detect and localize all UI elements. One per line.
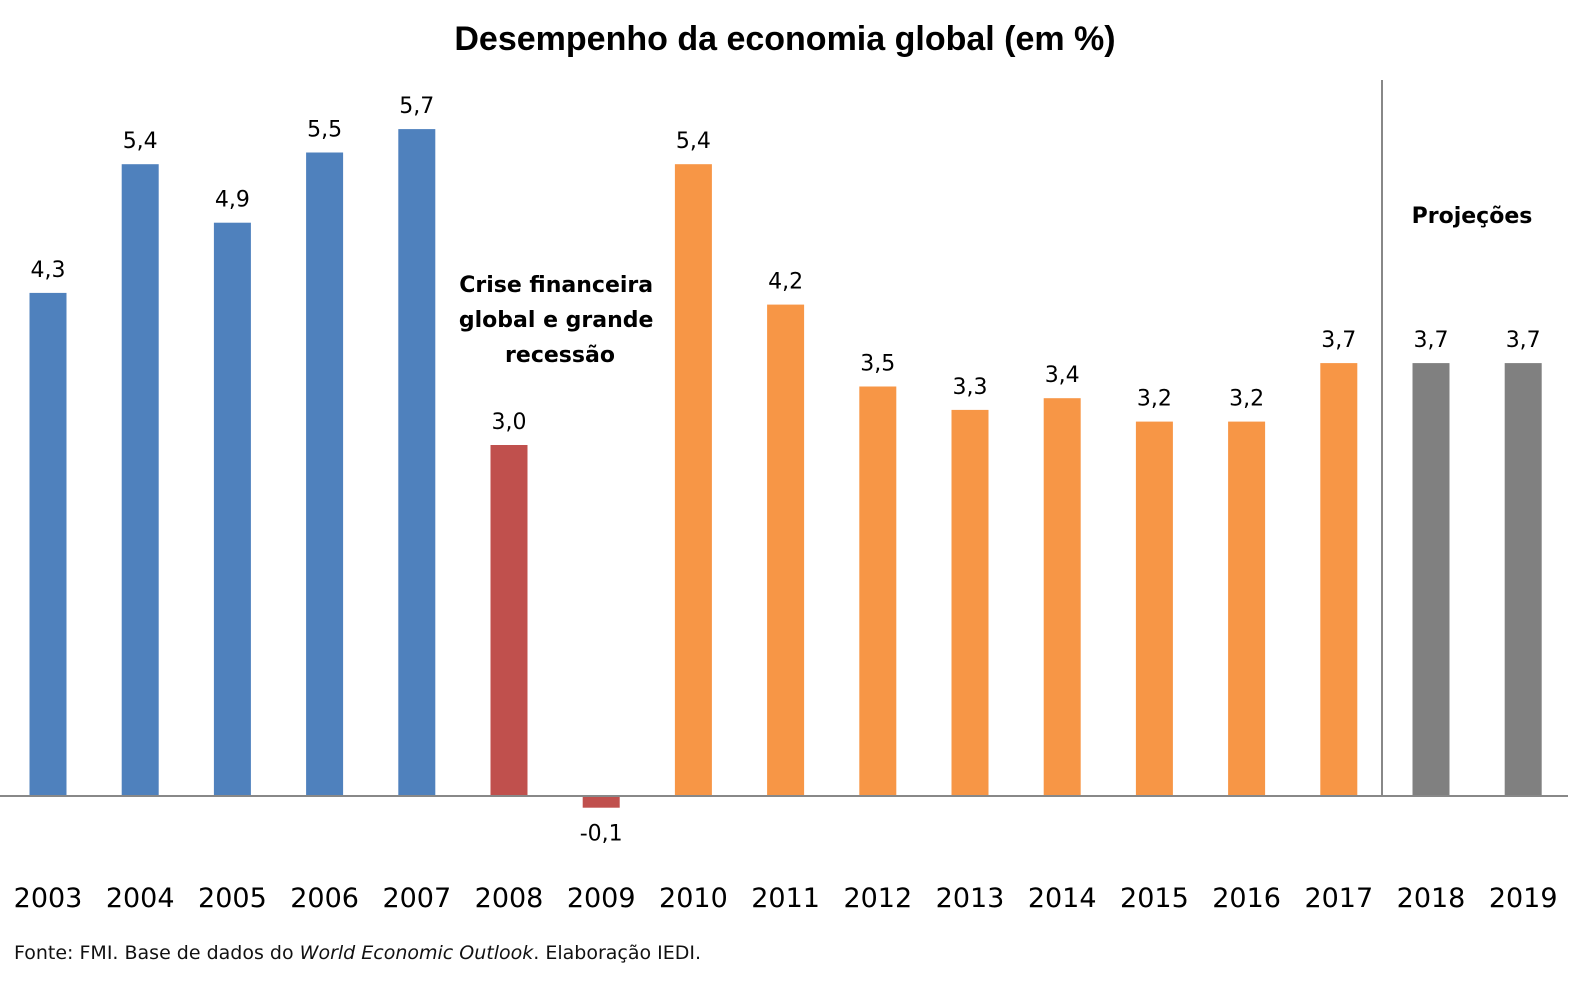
value-label-2018: 3,7 [1414,328,1449,353]
value-label-2013: 3,3 [953,375,988,400]
bar-2005 [213,222,251,796]
bars-group [29,129,1542,808]
value-label-2004: 5,4 [123,129,158,154]
bar-2014 [1043,398,1081,796]
value-label-2017: 3,7 [1321,328,1356,353]
value-labels-group: 4,3 5,4 4,9 5,5 5,7 3,0 -0,1 5,4 4,2 3,5 3,3 3,4 3,2… [31,94,1541,847]
x-tick-label-2009: 2009 [567,883,636,914]
x-tick-label-2011: 2011 [751,883,820,914]
bar-2006 [306,152,344,796]
x-tick-label-2015: 2015 [1120,883,1189,914]
bar-2010 [674,164,712,796]
x-tick-label-2019: 2019 [1489,883,1558,914]
bar-2009 [582,796,620,808]
x-tick-label-2005: 2005 [198,883,267,914]
annotation-crisis-line: Crise financeira [459,273,653,298]
x-tick-label-2007: 2007 [382,883,451,914]
x-tick-label-2010: 2010 [659,883,728,914]
bar-2004 [121,164,159,796]
bar-2003 [29,292,67,796]
x-tick-label-2018: 2018 [1397,883,1466,914]
chart-svg: Desempenho da economia global (em %) 4,3… [0,20,1568,914]
x-tick-label-2013: 2013 [936,883,1005,914]
footer-source: Fonte: FMI. Base de dados do World Econo… [14,942,701,964]
footer-italic: World Economic Outlook [299,942,534,964]
value-label-2014: 3,4 [1045,363,1080,388]
x-tick-label-2008: 2008 [475,883,544,914]
value-label-2011: 4,2 [768,270,803,295]
bar-2016 [1228,421,1266,796]
bar-2013 [951,409,989,796]
chart-title: Desempenho da economia global (em %) [454,20,1115,58]
value-label-2010: 5,4 [676,129,711,154]
value-label-2009: -0,1 [580,822,623,847]
footer-suffix: . Elaboração IEDI. [533,942,702,964]
x-tick-label-2016: 2016 [1212,883,1281,914]
footer-prefix: Fonte: FMI. Base de dados do [14,942,300,964]
value-label-2003: 4,3 [31,258,66,283]
bar-2018 [1412,363,1450,796]
bar-2017 [1320,363,1358,796]
bar-2019 [1504,363,1542,796]
value-label-2015: 3,2 [1137,387,1172,412]
annotation-crisis-line: recessão [505,343,615,368]
x-tick-label-2003: 2003 [14,883,83,914]
annotation-crisis-line: global e grande [459,308,654,333]
bar-2015 [1135,421,1173,796]
value-label-2005: 4,9 [215,188,250,213]
x-tick-label-2006: 2006 [290,883,359,914]
x-tick-label-2017: 2017 [1304,883,1373,914]
value-label-2016: 3,2 [1229,387,1264,412]
x-tick-label-2014: 2014 [1028,883,1097,914]
bar-2007 [398,129,436,797]
x-tick-labels-group: 2003 2004 2005 2006 2007 2008 2009 2010 2011 2012… [14,883,1558,914]
bar-2012 [859,386,897,796]
x-tick-label-2012: 2012 [843,883,912,914]
value-label-2019: 3,7 [1506,328,1541,353]
bar-2011 [767,304,805,796]
x-tick-label-2004: 2004 [106,883,175,914]
bar-2008 [490,445,528,796]
annotation-crisis: Crise financeira global e grande recessã… [459,273,661,368]
value-label-2012: 3,5 [860,352,895,377]
value-label-2006: 5,5 [307,118,342,143]
value-label-2008: 3,0 [492,410,527,435]
value-label-2007: 5,7 [399,94,434,119]
annotation-projections: Projeções [1412,204,1533,229]
